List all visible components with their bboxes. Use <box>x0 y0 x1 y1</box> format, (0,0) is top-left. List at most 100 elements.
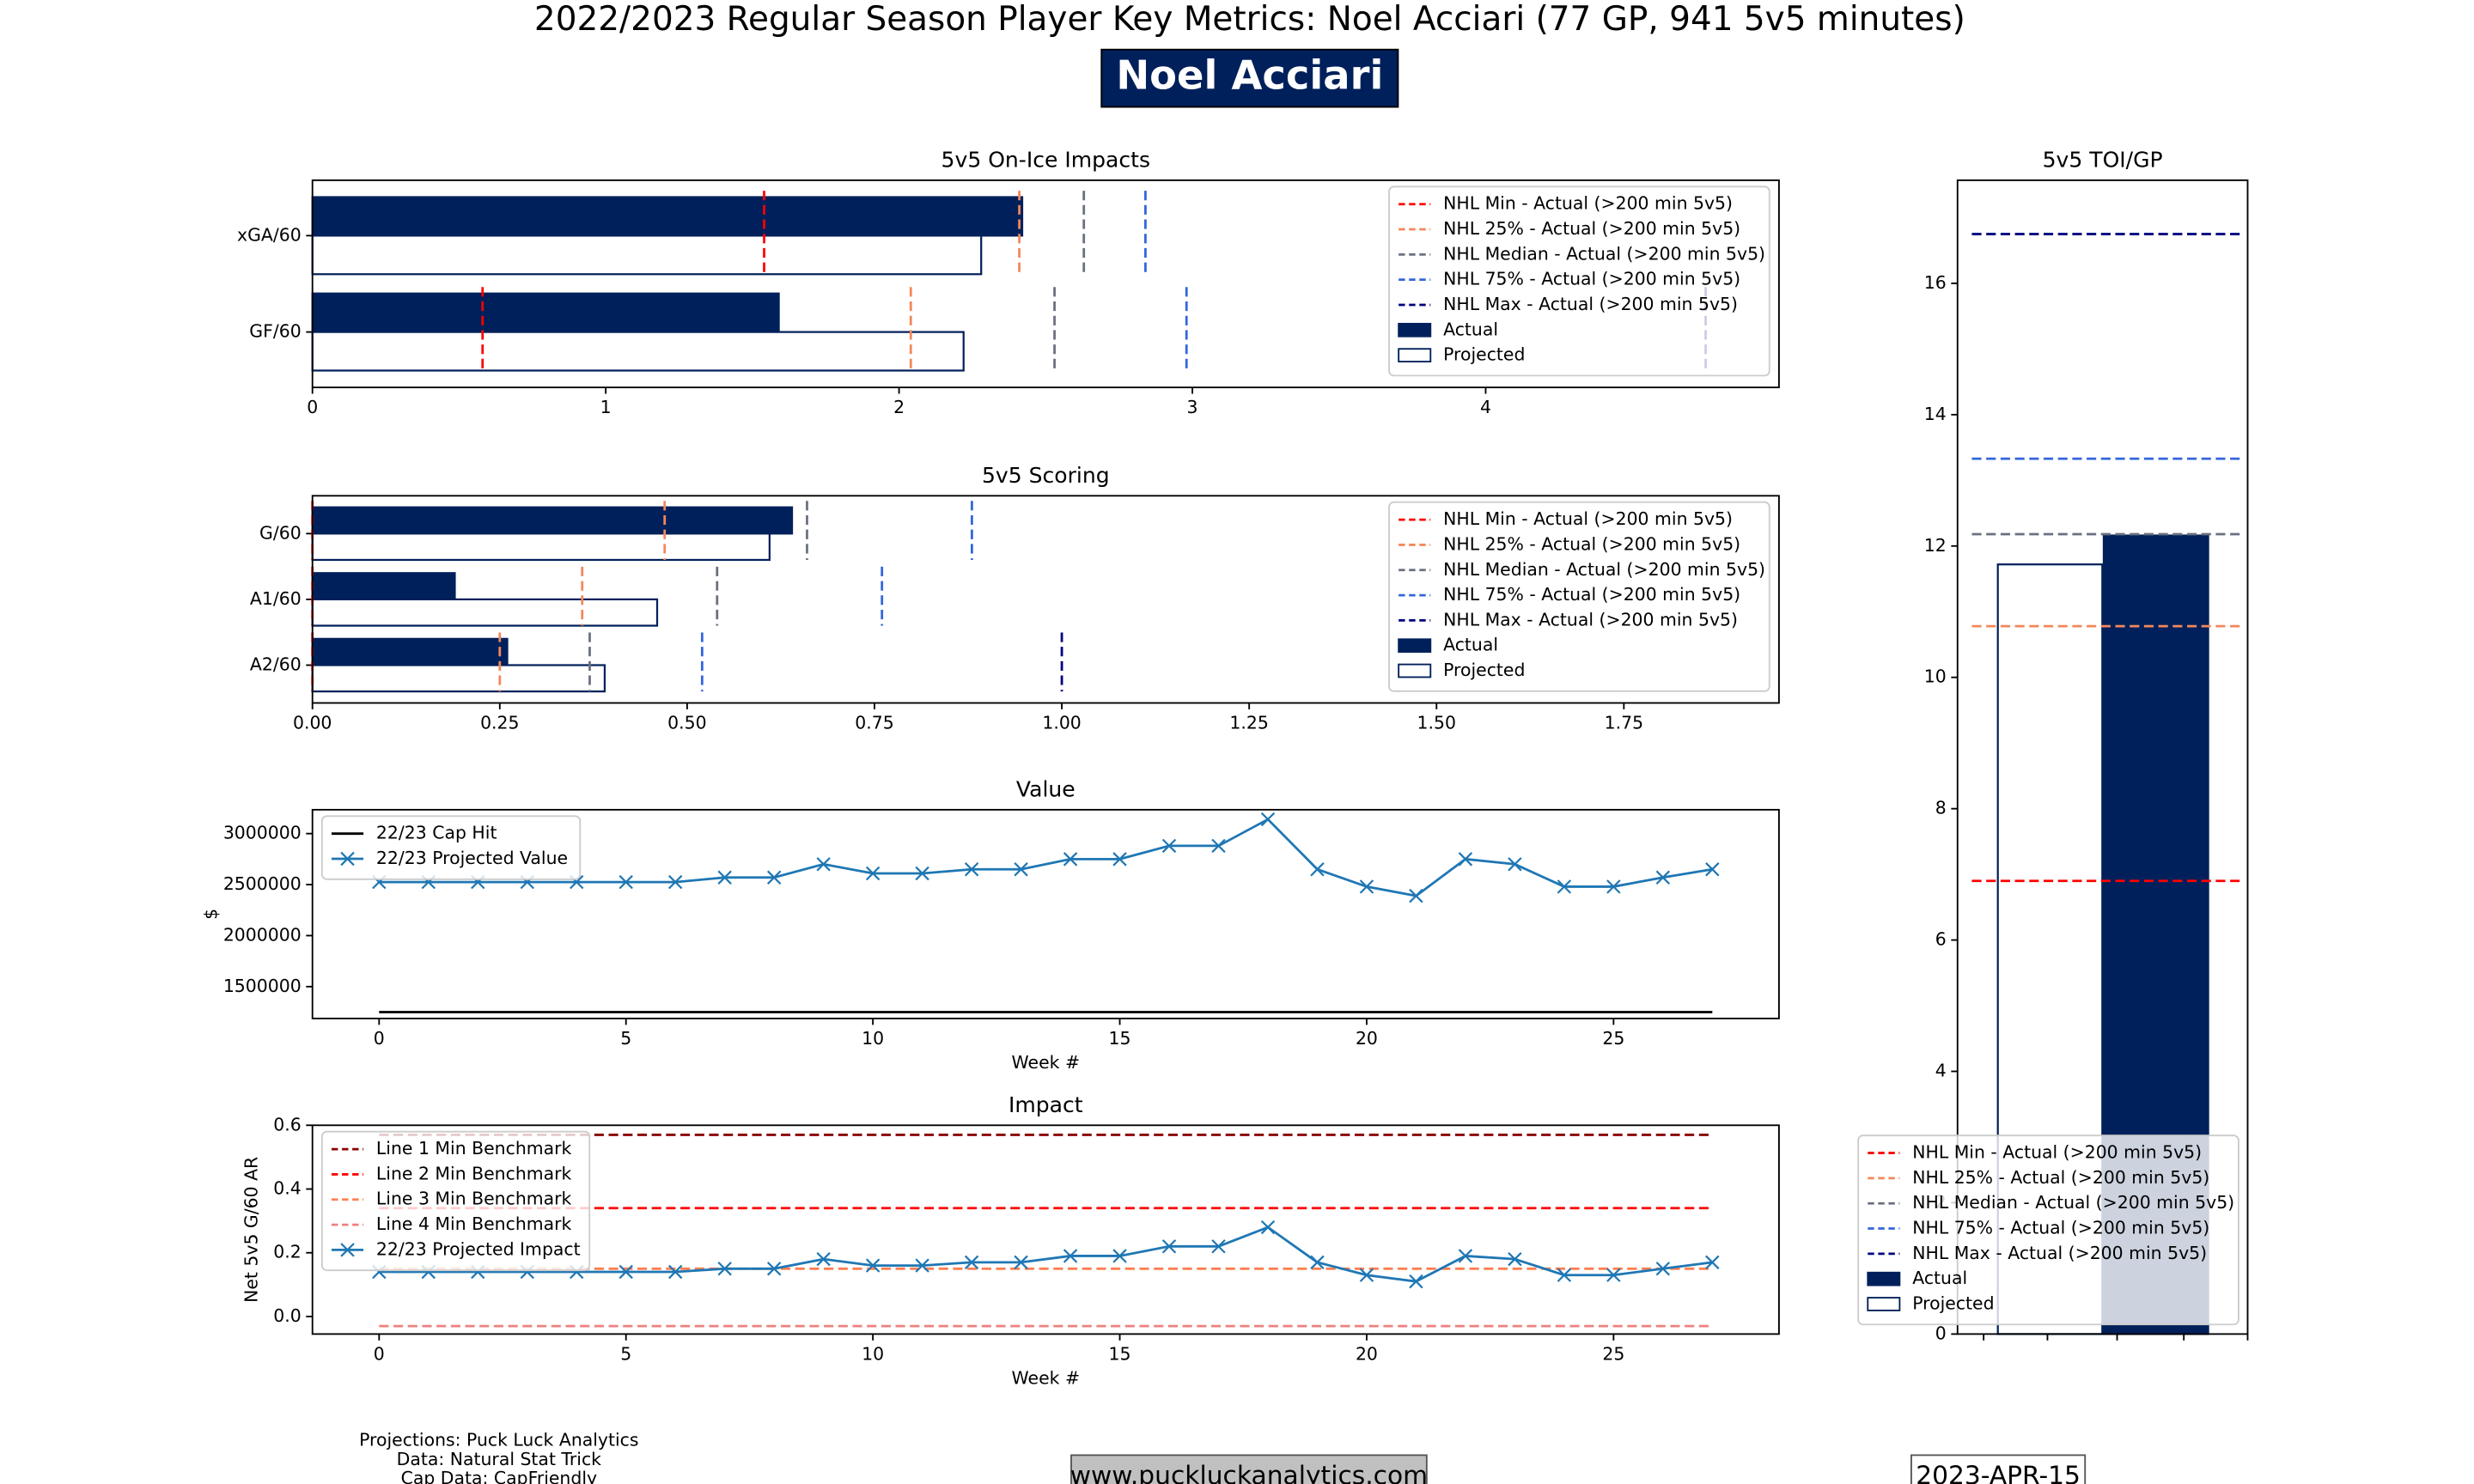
y-tick-label: 14 <box>1924 404 1947 424</box>
legend-label: NHL 25% - Actual (>200 min 5v5) <box>1912 1167 2209 1188</box>
legend-label: Actual <box>1443 319 1498 339</box>
legend-label: Line 3 Min Benchmark <box>376 1189 572 1209</box>
legend-box <box>1388 186 1770 377</box>
bar <box>311 292 780 333</box>
legend-label: Actual <box>1443 635 1498 655</box>
marker <box>1409 888 1423 903</box>
x-tick-label: 0.75 <box>855 713 893 733</box>
x-tick-label: 0.50 <box>667 713 706 733</box>
x-tick-label: 1.00 <box>1042 713 1081 733</box>
legend-swatch <box>1867 1271 1901 1286</box>
marker <box>1063 852 1078 867</box>
marker <box>618 1264 633 1280</box>
marker <box>1310 1255 1325 1270</box>
legend-label: 22/23 Cap Hit <box>376 823 497 843</box>
y-tick-label: 4 <box>1935 1061 1947 1081</box>
marker <box>1310 862 1325 877</box>
marker <box>915 1258 929 1273</box>
x-tick-label: 1 <box>600 397 612 417</box>
y-tick-label: 0.4 <box>273 1178 301 1199</box>
bar <box>311 532 771 562</box>
legend-label: NHL Max - Actual (>200 min 5v5) <box>1443 294 1738 314</box>
marker <box>667 874 683 890</box>
series-line <box>379 1226 1713 1283</box>
y-tick-label: G/60 <box>259 522 302 543</box>
x-axis-label: Week # <box>1012 1052 1081 1073</box>
legend-box <box>320 1130 591 1272</box>
x-tick-label: 1.25 <box>1229 713 1268 733</box>
marker <box>964 862 979 877</box>
x-tick-label: 2 <box>893 397 905 417</box>
marker <box>1705 862 1720 877</box>
marker <box>1112 852 1127 867</box>
marker <box>717 870 732 885</box>
x-tick-label: 0.00 <box>293 713 332 733</box>
chart-title: 5v5 On-Ice Impacts <box>941 148 1150 173</box>
legend-marker <box>340 1243 355 1257</box>
bar <box>311 506 794 535</box>
y-tick-label: GF/60 <box>249 321 301 342</box>
marker <box>1014 1255 1028 1270</box>
legend-label: NHL Min - Actual (>200 min 5v5) <box>1443 508 1733 529</box>
marker <box>1211 838 1226 854</box>
legend-swatch <box>1398 663 1432 678</box>
marker <box>865 866 881 881</box>
legend-label: 22/23 Projected Value <box>376 848 568 868</box>
legend-label: NHL 75% - Actual (>200 min 5v5) <box>1912 1218 2209 1238</box>
axes-frame <box>311 1124 1780 1335</box>
marker <box>1655 1262 1671 1276</box>
legend-swatch <box>1867 1297 1901 1311</box>
marker <box>1161 838 1177 854</box>
bar <box>311 664 606 693</box>
marker <box>1705 1255 1720 1270</box>
marker <box>865 1258 881 1273</box>
x-tick-label: 20 <box>1356 1028 1378 1049</box>
y-tick-label: 8 <box>1935 798 1947 818</box>
credit: Projections: Puck Luck Analytics <box>359 1430 638 1451</box>
marker <box>1359 879 1374 894</box>
legend-label: 22/23 Projected Impact <box>376 1238 581 1259</box>
x-tick-label: 0 <box>374 1344 385 1365</box>
player-badge <box>1100 48 1399 108</box>
y-tick-label: 1500000 <box>223 976 302 996</box>
legend-label: Projected <box>1443 344 1525 365</box>
x-tick-label: 10 <box>862 1028 884 1049</box>
legend-label: Line 2 Min Benchmark <box>376 1163 572 1183</box>
y-tick-label: 2000000 <box>223 924 302 945</box>
legend-label: Projected <box>1443 660 1525 680</box>
bar <box>311 598 659 627</box>
x-tick-label: 4 <box>1480 397 1491 417</box>
legend-label: NHL Max - Actual (>200 min 5v5) <box>1443 609 1738 629</box>
y-tick-label: 0.0 <box>273 1305 301 1326</box>
bar <box>311 637 509 666</box>
x-tick-label: 5 <box>620 1344 631 1365</box>
marker <box>667 1264 683 1280</box>
legend-box <box>1857 1134 2239 1326</box>
main-title: 2022/2023 Regular Season Player Key Metr… <box>534 0 1965 39</box>
marker <box>1014 862 1028 877</box>
legend-label: Actual <box>1912 1268 1967 1288</box>
legend-swatch <box>1398 322 1432 338</box>
legend-label: NHL Median - Actual (>200 min 5v5) <box>1443 559 1765 580</box>
axes-frame <box>311 179 1780 389</box>
y-tick-label: 0.6 <box>273 1114 301 1134</box>
y-axis-label: Net 5v5 G/60 AR <box>241 1157 261 1303</box>
y-tick-label: 0 <box>1935 1323 1947 1343</box>
marker <box>1606 879 1621 894</box>
marker <box>1458 852 1473 867</box>
x-tick-label: 0 <box>374 1028 385 1049</box>
website: www.puckluckanalytics.com <box>1070 1461 1428 1484</box>
bar <box>311 196 1024 237</box>
legend-swatch <box>1398 348 1432 362</box>
website-box <box>1070 1454 1428 1484</box>
x-tick-label: 1.50 <box>1417 713 1456 733</box>
y-tick-label: A2/60 <box>250 654 302 675</box>
x-tick-label: 1.75 <box>1605 713 1643 733</box>
y-tick-label: 3000000 <box>223 823 302 843</box>
legend-label: NHL 25% - Actual (>200 min 5v5) <box>1443 218 1740 239</box>
x-tick-label: 0 <box>307 397 318 417</box>
x-axis-label: Week # <box>1012 1367 1081 1388</box>
marker <box>1508 1251 1522 1267</box>
